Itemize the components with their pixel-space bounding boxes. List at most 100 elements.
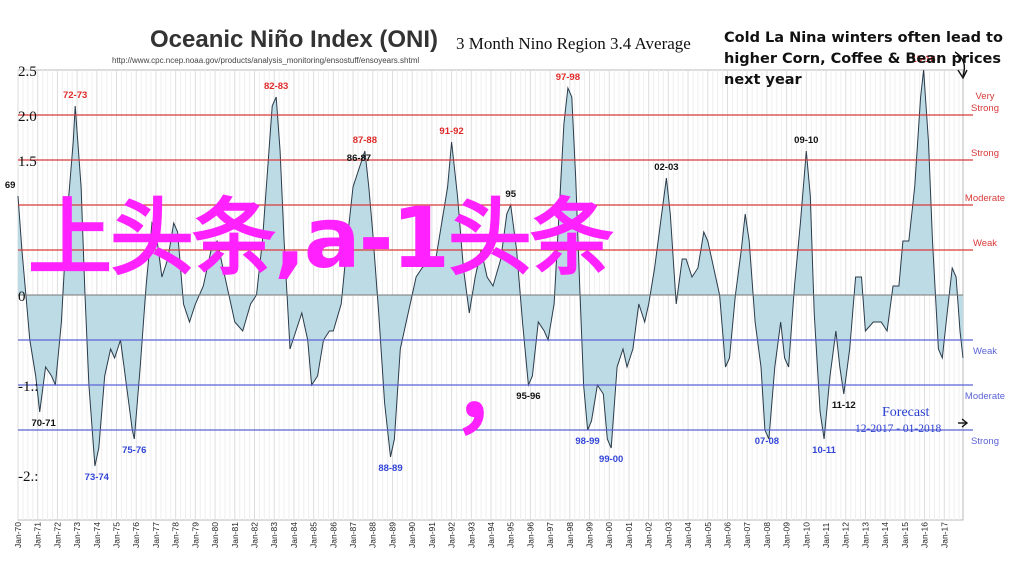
la-nina-annotation: Cold La Nina winters often lead to highe…	[724, 30, 1003, 88]
peak-label: 95-96	[516, 391, 540, 402]
peak-label: 10-11	[812, 445, 836, 456]
annotation-arrow	[954, 51, 966, 77]
x-tick-label: Jan-90	[407, 522, 417, 548]
x-tick-label: Jan-91	[427, 522, 437, 548]
forecast-label: Forecast	[882, 405, 930, 420]
x-tick-label: Jan-09	[782, 522, 792, 548]
peak-label: 73-74	[85, 472, 110, 483]
x-tick-label: Jan-08	[762, 522, 772, 548]
source-url: http://www.cpc.ncep.noaa.gov/products/an…	[112, 56, 420, 65]
x-tick-label: Jan-80	[210, 522, 220, 548]
threshold-label: Strong	[971, 148, 999, 159]
chart-subtitle: 3 Month Nino Region 3.4 Average	[456, 34, 691, 53]
threshold-label: Moderate	[965, 193, 1005, 204]
peak-label: 98-99	[575, 436, 599, 447]
area-layer	[17, 69, 964, 467]
oni-series-line	[17, 69, 964, 467]
x-tick-label: Jan-94	[486, 522, 496, 548]
x-tick-label: Jan-81	[230, 522, 240, 548]
peak-label: 11-12	[832, 400, 856, 411]
annotation-arrowhead	[957, 69, 968, 80]
x-tick-label: Jan-84	[289, 522, 299, 548]
threshold-label: Strong	[971, 103, 999, 114]
x-tick-label: Jan-76	[131, 522, 141, 548]
x-tick-label: Jan-07	[742, 522, 752, 548]
x-tick-label: Jan-89	[387, 522, 397, 548]
x-tick-label: Jan-05	[703, 522, 713, 548]
forecast-arrowhead	[961, 418, 969, 428]
threshold-label: Weak	[973, 238, 997, 249]
peak-label: 72-73	[63, 90, 87, 101]
threshold-label: Strong	[971, 436, 999, 447]
x-tick-label: Jan-82	[249, 522, 259, 548]
x-tick-label: Jan-12	[841, 522, 851, 548]
axis-layer: Jan-70 Jan-71 Jan-72 Jan-73 Jan-74 Jan-75 Jan-…	[13, 64, 949, 548]
x-tick-label: Jan-10	[801, 522, 811, 548]
x-tick-label: Jan-98	[565, 522, 575, 548]
watermark-overlay-text: 上头条,a-1头条	[28, 189, 614, 287]
x-tick-label: Jan-95	[506, 522, 516, 548]
y-tick-label: 2.0	[18, 109, 37, 125]
x-tick-label: Jan-11	[821, 522, 831, 548]
x-tick-label: Jan-86	[328, 522, 338, 548]
chart-title: Oceanic Niño Index (ONI)	[150, 26, 439, 53]
x-tick-label: Jan-13	[860, 522, 870, 548]
x-tick-label: Jan-79	[190, 522, 200, 548]
y-tick-label: 0	[18, 289, 26, 305]
x-tick-label: Jan-83	[269, 522, 279, 548]
x-tick-label: Jan-74	[92, 522, 102, 548]
peak-label: 97-98	[556, 72, 580, 83]
arrow-layer	[954, 51, 969, 428]
peak-layer: 69 70-71 72-73 73-74 75-76 82-83 86-87 87-88 88-…	[5, 54, 936, 483]
y-tick-label: -1.:	[18, 379, 38, 395]
x-tick-label: Jan-04	[683, 522, 693, 548]
watermark-overlay-comma: ，	[452, 339, 545, 446]
x-tick-label: Jan-85	[309, 522, 319, 548]
x-tick-label: Jan-16	[920, 522, 930, 548]
peak-label: 02-03	[654, 162, 678, 173]
peak-label: 82-83	[264, 81, 288, 92]
y-tick-label: 2.5	[18, 64, 37, 80]
x-tick-label: Jan-14	[880, 522, 890, 548]
peak-label: 09-10	[794, 135, 818, 146]
peak-label: 15-16	[911, 54, 935, 65]
x-tick-label: Jan-17	[939, 522, 949, 548]
peak-label: 88-89	[378, 463, 402, 474]
x-tick-label: Jan-00	[604, 522, 614, 548]
peak-label: 87-88	[353, 135, 377, 146]
threshold-label: Weak	[973, 346, 997, 357]
x-tick-label: Jan-92	[447, 522, 457, 548]
x-tick-label: Jan-96	[525, 522, 535, 548]
peak-label: 99-00	[599, 454, 623, 465]
threshold-label: Very	[975, 91, 994, 102]
x-tick-label: Jan-03	[663, 522, 673, 548]
x-tick-label: Jan-97	[545, 522, 555, 548]
y-tick-label: -2.:	[18, 469, 38, 485]
x-tick-label: Jan-06	[722, 522, 732, 548]
peak-label: 70-71	[31, 418, 56, 429]
peak-label: 69	[5, 180, 16, 191]
x-tick-label: Jan-75	[112, 522, 122, 548]
forecast-range: 12-2017 - 01-2018	[855, 423, 942, 435]
x-tick-label: Jan-87	[348, 522, 358, 548]
x-tick-label: Jan-15	[900, 522, 910, 548]
x-tick-label: Jan-71	[33, 522, 43, 548]
y-tick-label: 1.5	[18, 154, 37, 170]
x-tick-label: Jan-02	[644, 522, 654, 548]
x-tick-label: Jan-77	[151, 522, 161, 548]
x-tick-label: Jan-73	[72, 522, 82, 548]
peak-label: 75-76	[122, 445, 146, 456]
x-tick-label: Jan-93	[466, 522, 476, 548]
threshold-label: Moderate	[965, 391, 1005, 402]
x-tick-label: Jan-70	[13, 522, 23, 548]
x-tick-label: Jan-88	[368, 522, 378, 548]
peak-label: 91-92	[439, 126, 463, 137]
x-tick-label: Jan-99	[585, 522, 595, 548]
peak-label: 95	[505, 189, 516, 200]
peak-label: 07-08	[755, 436, 779, 447]
x-tick-label: Jan-01	[624, 522, 634, 548]
x-tick-label: Jan-78	[171, 522, 181, 548]
peak-label: 86-87	[347, 153, 371, 164]
